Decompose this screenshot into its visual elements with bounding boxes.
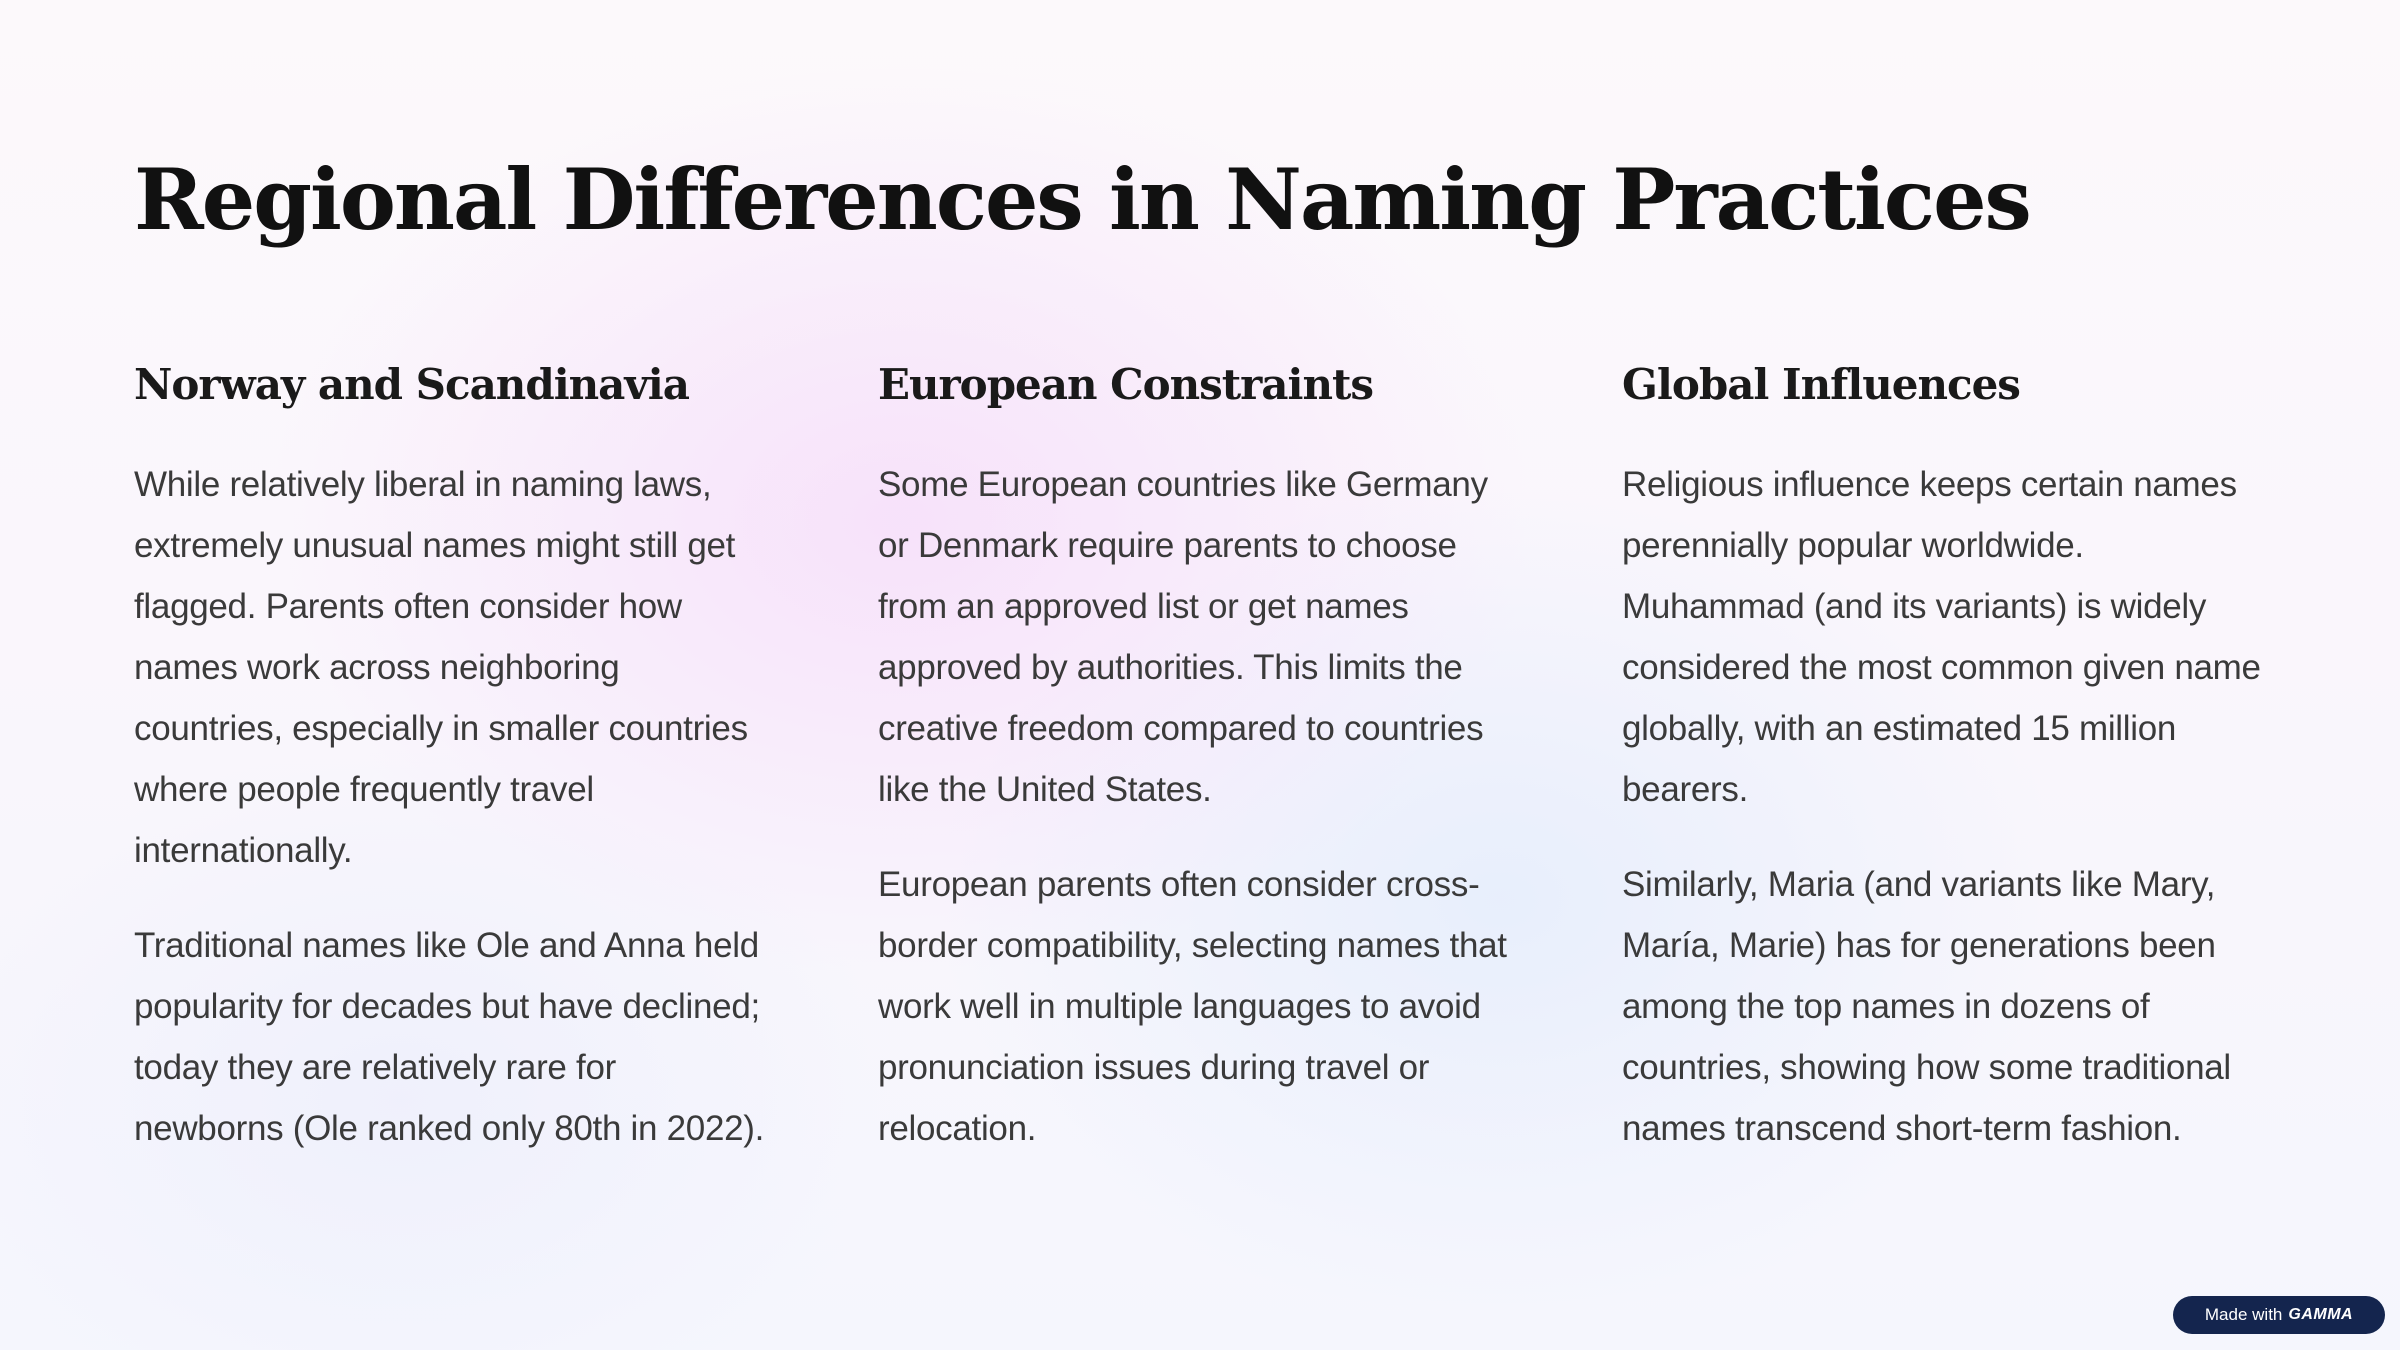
column-paragraph: European parents often consider cross-bo…	[878, 865, 1507, 1148]
slide-title: Regional Differences in Naming Practices	[134, 150, 2032, 249]
gamma-logo-text: GAMMA	[2288, 1306, 2354, 1323]
column-heading: European Constraints	[878, 360, 1374, 409]
column-paragraph: Traditional names like Ole and Anna held…	[134, 926, 765, 1148]
column-heading: Norway and Scandinavia	[134, 360, 690, 409]
column-paragraph: Similarly, Maria (and variants like Mary…	[1622, 865, 2231, 1148]
column-global-influences: Global Influences Religious influence ke…	[1622, 356, 2262, 1193]
column-paragraph: While relatively liberal in naming laws,…	[134, 465, 748, 870]
column-european-constraints: European Constraints Some European count…	[878, 356, 1518, 1193]
content-columns: Norway and Scandinavia While relatively …	[134, 356, 2264, 1193]
badge-prefix: Made with	[2204, 1305, 2283, 1324]
column-paragraph: Religious influence keeps certain names …	[1622, 465, 2261, 809]
column-norway-scandinavia: Norway and Scandinavia While relatively …	[134, 356, 774, 1193]
column-heading: Global Influences	[1622, 360, 2021, 409]
made-with-gamma-badge[interactable]: Made with GAMMA	[2173, 1296, 2385, 1334]
column-paragraph: Some European countries like Germany or …	[878, 465, 1488, 809]
